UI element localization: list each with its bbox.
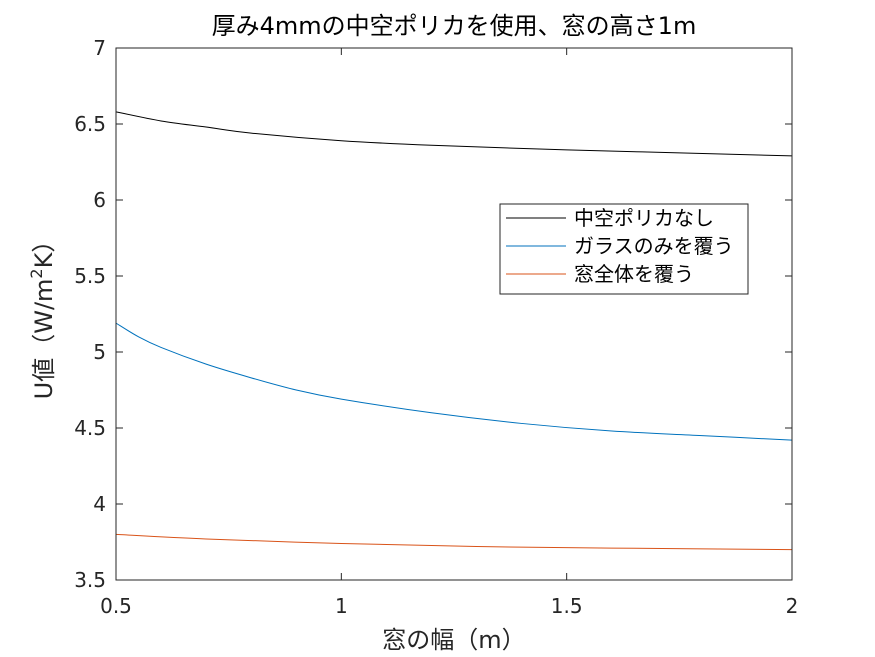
x-tick-label: 1.5 <box>551 594 583 618</box>
y-axis-label: U値（W/m2K） <box>27 229 58 400</box>
y-tick-label: 5.5 <box>74 264 106 288</box>
y-tick-label: 6 <box>93 188 106 212</box>
x-tick-label: 0.5 <box>100 594 132 618</box>
y-axis-label-main: U値（W/m <box>30 279 58 400</box>
y-axis-label-end: K） <box>30 229 58 269</box>
legend-label-2: ガラスのみを覆う <box>574 234 734 258</box>
series-line-1 <box>115 111 793 157</box>
y-tick-label: 7 <box>93 36 106 60</box>
series-line-2 <box>115 322 793 441</box>
y-tick-label: 4 <box>93 492 106 516</box>
axes-box <box>115 47 793 581</box>
legend-label-1: 中空ポリカなし <box>574 206 714 230</box>
plot-area <box>116 48 792 580</box>
y-tick-label: 3.5 <box>74 568 106 592</box>
y-tick-label: 6.5 <box>74 112 106 136</box>
y-axis-label-superscript: 2 <box>27 268 46 278</box>
legend-label-3: 窓全体を覆う <box>574 262 694 286</box>
series-line-3 <box>115 533 793 551</box>
chart-title: 厚み4mmの中空ポリカを使用、窓の高さ1m <box>212 12 697 40</box>
y-tick-label: 4.5 <box>74 416 106 440</box>
y-axis: 3.5 4 4.5 5 5.5 6 6.5 7 <box>74 36 792 592</box>
legend-box <box>499 203 749 295</box>
x-axis-label: 窓の幅（m） <box>382 626 525 654</box>
y-tick-label: 5 <box>93 340 106 364</box>
x-tick-label: 2 <box>786 594 799 618</box>
x-tick-label: 1 <box>335 594 348 618</box>
x-axis: 0.5 1 1.5 2 <box>100 48 798 618</box>
series-layer <box>115 111 793 551</box>
